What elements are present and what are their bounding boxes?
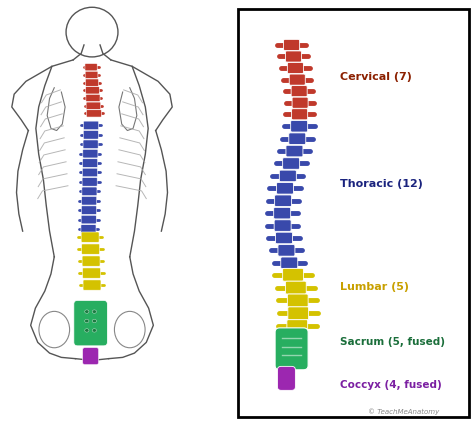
FancyBboxPatch shape xyxy=(238,9,470,417)
FancyBboxPatch shape xyxy=(292,109,308,120)
FancyBboxPatch shape xyxy=(83,280,101,290)
Text: Cervical (7): Cervical (7) xyxy=(340,72,411,82)
Ellipse shape xyxy=(85,329,89,332)
FancyBboxPatch shape xyxy=(275,232,292,244)
FancyBboxPatch shape xyxy=(82,196,97,205)
FancyBboxPatch shape xyxy=(83,149,98,158)
FancyBboxPatch shape xyxy=(81,232,99,242)
FancyBboxPatch shape xyxy=(283,268,303,281)
FancyBboxPatch shape xyxy=(279,170,296,182)
FancyBboxPatch shape xyxy=(275,328,308,370)
Ellipse shape xyxy=(92,310,97,313)
Ellipse shape xyxy=(85,319,89,323)
FancyBboxPatch shape xyxy=(281,257,298,269)
FancyBboxPatch shape xyxy=(81,215,96,224)
Ellipse shape xyxy=(85,310,89,313)
FancyBboxPatch shape xyxy=(74,300,107,346)
FancyBboxPatch shape xyxy=(83,140,98,149)
FancyBboxPatch shape xyxy=(287,294,308,307)
FancyBboxPatch shape xyxy=(82,256,100,266)
FancyBboxPatch shape xyxy=(83,121,99,130)
FancyBboxPatch shape xyxy=(283,39,300,51)
FancyBboxPatch shape xyxy=(85,79,99,86)
FancyBboxPatch shape xyxy=(83,131,99,139)
FancyBboxPatch shape xyxy=(82,178,97,186)
FancyBboxPatch shape xyxy=(277,366,295,390)
Ellipse shape xyxy=(92,329,97,332)
FancyBboxPatch shape xyxy=(86,95,100,102)
FancyBboxPatch shape xyxy=(86,87,100,94)
FancyBboxPatch shape xyxy=(273,208,291,219)
FancyBboxPatch shape xyxy=(288,307,309,320)
Text: Thoracic (12): Thoracic (12) xyxy=(340,179,423,189)
FancyBboxPatch shape xyxy=(276,182,293,194)
FancyBboxPatch shape xyxy=(289,133,306,145)
FancyBboxPatch shape xyxy=(287,62,303,74)
FancyBboxPatch shape xyxy=(82,206,97,214)
FancyBboxPatch shape xyxy=(85,71,98,79)
FancyBboxPatch shape xyxy=(291,86,307,97)
FancyBboxPatch shape xyxy=(81,225,96,233)
Ellipse shape xyxy=(92,319,97,323)
FancyBboxPatch shape xyxy=(85,64,97,71)
Text: Coccyx (4, fused): Coccyx (4, fused) xyxy=(340,380,441,390)
FancyBboxPatch shape xyxy=(86,110,101,117)
Text: © TeachMeAnatomy: © TeachMeAnatomy xyxy=(368,408,439,415)
FancyBboxPatch shape xyxy=(286,146,303,157)
FancyBboxPatch shape xyxy=(283,158,300,169)
FancyBboxPatch shape xyxy=(292,97,308,108)
FancyBboxPatch shape xyxy=(82,168,98,177)
FancyBboxPatch shape xyxy=(82,159,98,167)
Text: Lumbar (5): Lumbar (5) xyxy=(340,282,409,292)
FancyBboxPatch shape xyxy=(287,320,308,333)
Text: Sacrum (5, fused): Sacrum (5, fused) xyxy=(340,337,445,348)
FancyBboxPatch shape xyxy=(278,245,295,256)
FancyBboxPatch shape xyxy=(82,348,99,365)
FancyBboxPatch shape xyxy=(82,244,100,254)
FancyBboxPatch shape xyxy=(86,102,101,110)
FancyBboxPatch shape xyxy=(285,281,306,294)
FancyBboxPatch shape xyxy=(82,268,100,278)
FancyBboxPatch shape xyxy=(289,74,305,85)
FancyBboxPatch shape xyxy=(274,195,292,206)
FancyBboxPatch shape xyxy=(285,51,301,62)
FancyBboxPatch shape xyxy=(291,121,308,132)
FancyBboxPatch shape xyxy=(274,220,291,231)
FancyBboxPatch shape xyxy=(82,187,97,196)
